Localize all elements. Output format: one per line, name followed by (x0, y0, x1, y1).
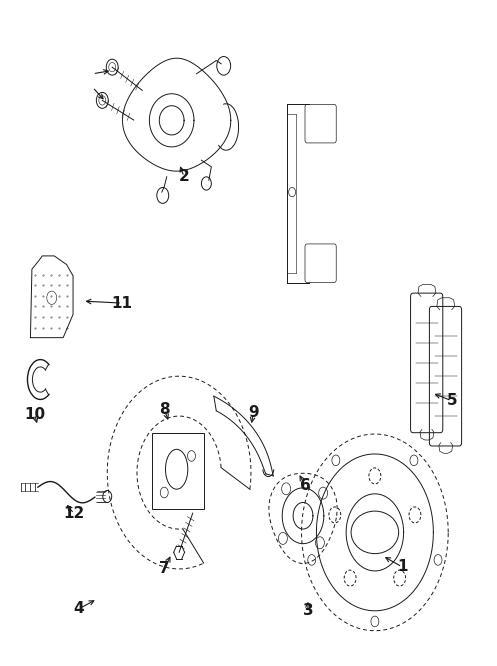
Text: 4: 4 (74, 601, 84, 616)
Text: 6: 6 (300, 478, 311, 494)
Text: 9: 9 (248, 405, 259, 420)
Text: 8: 8 (159, 402, 169, 417)
Text: 11: 11 (112, 296, 133, 310)
Text: 5: 5 (446, 394, 457, 408)
Text: 12: 12 (64, 506, 84, 521)
Text: 10: 10 (24, 406, 45, 422)
Text: 7: 7 (159, 561, 169, 577)
Bar (152, 433, 204, 509)
Text: 3: 3 (303, 603, 313, 618)
Text: 2: 2 (179, 169, 189, 184)
Text: 1: 1 (397, 559, 408, 575)
